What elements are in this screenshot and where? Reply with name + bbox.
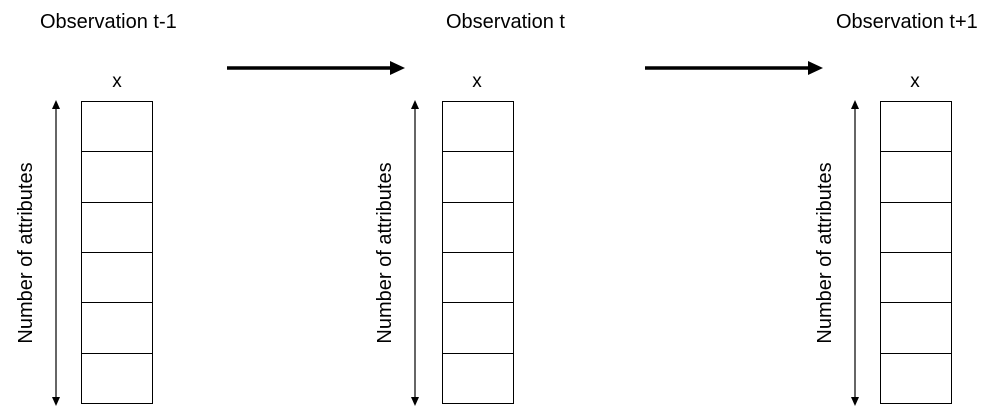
observation-panel-t-plus-1: Observation t+1 x Number of attributes bbox=[800, 0, 1007, 414]
attribute-vector bbox=[442, 101, 514, 404]
attribute-vector bbox=[880, 101, 952, 404]
attribute-cell bbox=[881, 102, 951, 153]
flow-arrow-right-icon bbox=[227, 61, 405, 75]
attribute-cell bbox=[443, 303, 513, 354]
attribute-cell bbox=[443, 203, 513, 253]
attribute-cell bbox=[443, 253, 513, 304]
dimension-arrow-icon bbox=[851, 100, 859, 406]
observation-title: Observation t bbox=[446, 11, 565, 33]
attribute-cell bbox=[443, 102, 513, 153]
observation-panel-t: Observation t x Number of attributes bbox=[360, 0, 620, 414]
variable-label: x bbox=[112, 71, 122, 92]
attribute-cell bbox=[881, 253, 951, 304]
attribute-vector bbox=[81, 101, 153, 404]
attribute-cell bbox=[82, 102, 152, 153]
attribute-cell bbox=[443, 152, 513, 203]
attribute-cell bbox=[82, 303, 152, 354]
variable-label: x bbox=[910, 71, 920, 92]
variable-label: x bbox=[472, 71, 482, 92]
attribute-cell bbox=[82, 253, 152, 304]
dimension-arrow-icon bbox=[52, 100, 60, 406]
attribute-cell bbox=[881, 303, 951, 354]
observation-panel-t-minus-1: Observation t-1 x Number of attributes bbox=[0, 0, 220, 414]
attribute-cell bbox=[881, 354, 951, 403]
observation-title: Observation t+1 bbox=[836, 11, 978, 33]
dimension-label: Number of attributes bbox=[814, 162, 836, 344]
dimension-arrow-icon bbox=[411, 100, 419, 406]
dimension-label: Number of attributes bbox=[374, 162, 396, 344]
attribute-cell bbox=[82, 203, 152, 253]
attribute-cell bbox=[82, 354, 152, 403]
observation-title: Observation t-1 bbox=[40, 11, 177, 33]
flow-arrow-right-icon bbox=[645, 61, 823, 75]
attribute-cell bbox=[881, 152, 951, 203]
attribute-cell bbox=[443, 354, 513, 403]
attribute-cell bbox=[881, 203, 951, 253]
dimension-label: Number of attributes bbox=[15, 162, 37, 344]
attribute-cell bbox=[82, 152, 152, 203]
